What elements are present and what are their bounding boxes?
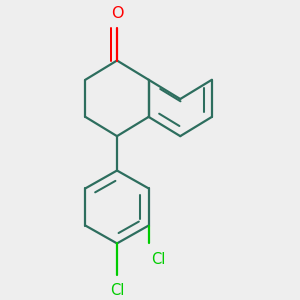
Text: Cl: Cl (152, 252, 166, 267)
Text: O: O (111, 6, 123, 21)
Text: Cl: Cl (110, 283, 124, 298)
